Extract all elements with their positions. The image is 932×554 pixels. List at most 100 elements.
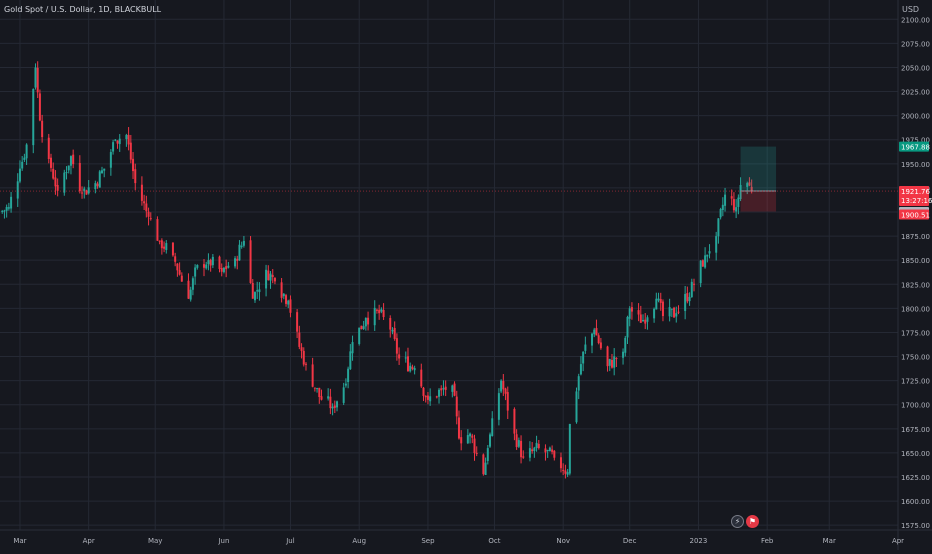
candle[interactable] <box>165 240 168 254</box>
candle[interactable] <box>457 410 460 440</box>
candle[interactable] <box>497 388 500 426</box>
candle[interactable] <box>644 313 647 330</box>
candle[interactable] <box>3 209 6 219</box>
candle[interactable] <box>87 180 90 195</box>
candle[interactable] <box>706 254 709 263</box>
candle[interactable] <box>54 170 57 195</box>
candle[interactable] <box>409 362 412 373</box>
candle[interactable] <box>717 218 720 244</box>
candle[interactable] <box>517 437 520 449</box>
candle[interactable] <box>156 216 159 241</box>
candle[interactable] <box>1 209 4 214</box>
candle[interactable] <box>451 384 454 398</box>
candle[interactable] <box>486 444 489 465</box>
candle[interactable] <box>502 374 505 396</box>
candle[interactable] <box>94 180 97 194</box>
candle[interactable] <box>395 333 398 361</box>
candle[interactable] <box>85 189 88 195</box>
candle[interactable] <box>491 411 494 437</box>
candle[interactable] <box>311 357 314 388</box>
candle[interactable] <box>460 430 463 451</box>
candle[interactable] <box>63 169 66 196</box>
candle[interactable] <box>544 444 547 461</box>
candle[interactable] <box>342 382 345 405</box>
candle[interactable] <box>5 204 8 218</box>
candle[interactable] <box>329 388 332 415</box>
candle[interactable] <box>688 292 691 306</box>
candle[interactable] <box>522 450 525 459</box>
candle[interactable] <box>393 321 396 341</box>
candle[interactable] <box>628 306 631 327</box>
candle[interactable] <box>748 177 751 187</box>
candle[interactable] <box>420 363 423 389</box>
candle[interactable] <box>205 261 208 270</box>
candle[interactable] <box>746 181 749 195</box>
candle[interactable] <box>265 264 268 297</box>
candle[interactable] <box>258 282 261 301</box>
candle[interactable] <box>234 256 237 269</box>
candle[interactable] <box>336 400 339 412</box>
candle[interactable] <box>360 325 363 330</box>
candle[interactable] <box>378 304 381 320</box>
candle[interactable] <box>7 202 10 211</box>
candle[interactable] <box>209 258 212 272</box>
candle[interactable] <box>551 445 554 455</box>
candle[interactable] <box>163 241 166 253</box>
candle[interactable] <box>389 315 392 338</box>
candle[interactable] <box>630 302 633 320</box>
candle[interactable] <box>289 295 292 318</box>
candle[interactable] <box>103 168 106 178</box>
candle[interactable] <box>564 464 567 479</box>
long-position-tool[interactable] <box>740 146 777 212</box>
candle[interactable] <box>98 169 101 188</box>
candle[interactable] <box>482 453 485 476</box>
candle[interactable] <box>367 311 370 331</box>
candle[interactable] <box>579 356 582 376</box>
candle[interactable] <box>129 134 132 164</box>
candle[interactable] <box>406 347 409 373</box>
candle[interactable] <box>686 286 689 304</box>
candle[interactable] <box>160 238 163 255</box>
candle[interactable] <box>582 351 585 372</box>
candle[interactable] <box>642 314 645 322</box>
candle[interactable] <box>391 327 394 335</box>
candle[interactable] <box>65 166 68 180</box>
candle[interactable] <box>673 306 676 318</box>
candle[interactable] <box>147 207 150 226</box>
candle[interactable] <box>25 143 28 166</box>
candle[interactable] <box>426 392 429 405</box>
candle[interactable] <box>118 134 121 152</box>
candle[interactable] <box>513 407 516 441</box>
candle[interactable] <box>47 133 50 164</box>
candle[interactable] <box>626 315 629 345</box>
candle[interactable] <box>364 317 367 331</box>
candle[interactable] <box>424 395 427 403</box>
candle[interactable] <box>659 292 662 311</box>
candle[interactable] <box>719 207 722 220</box>
candle[interactable] <box>475 446 478 457</box>
candle[interactable] <box>132 152 135 180</box>
candle[interactable] <box>116 140 119 149</box>
candle[interactable] <box>721 197 724 217</box>
candle[interactable] <box>187 273 190 299</box>
candle[interactable] <box>171 242 174 257</box>
candle[interactable] <box>528 441 531 462</box>
flag-icon[interactable]: ⚑ <box>746 515 759 528</box>
candle[interactable] <box>249 236 252 284</box>
candle[interactable] <box>520 435 523 464</box>
candle[interactable] <box>251 279 254 299</box>
candle[interactable] <box>273 276 276 285</box>
candle[interactable] <box>724 187 727 212</box>
candle[interactable] <box>693 278 696 292</box>
candle[interactable] <box>413 365 416 375</box>
candle[interactable] <box>127 127 130 151</box>
candle[interactable] <box>732 192 735 213</box>
candle[interactable] <box>304 362 307 371</box>
candle[interactable] <box>362 320 365 330</box>
candle[interactable] <box>242 235 245 248</box>
candle[interactable] <box>178 262 181 276</box>
candle[interactable] <box>38 89 41 122</box>
candle[interactable] <box>313 387 316 392</box>
